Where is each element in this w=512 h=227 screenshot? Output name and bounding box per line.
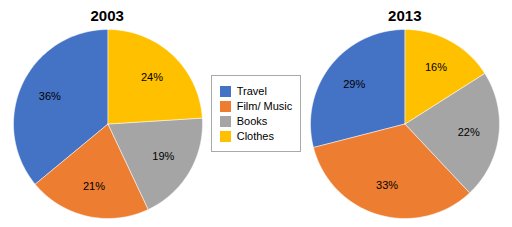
svg-text:24%: 24%: [141, 71, 163, 83]
svg-text:36%: 36%: [39, 90, 61, 102]
svg-text:22%: 22%: [458, 126, 480, 138]
html-text:2013: 2013: [388, 7, 422, 24]
html-text:Film/ Music: Film/ Music: [236, 100, 293, 112]
svg-text:29%: 29%: [344, 78, 366, 90]
svg-text:33%: 33%: [376, 179, 398, 191]
svg-text:16%: 16%: [425, 61, 447, 73]
html-text:Clothes: Clothes: [236, 130, 274, 142]
html-text:2003: 2003: [90, 7, 124, 24]
svg-text:21%: 21%: [83, 180, 105, 192]
html-text:Books: Books: [236, 115, 268, 127]
svg-text:19%: 19%: [152, 150, 174, 162]
html-text:Travel: Travel: [236, 85, 267, 97]
